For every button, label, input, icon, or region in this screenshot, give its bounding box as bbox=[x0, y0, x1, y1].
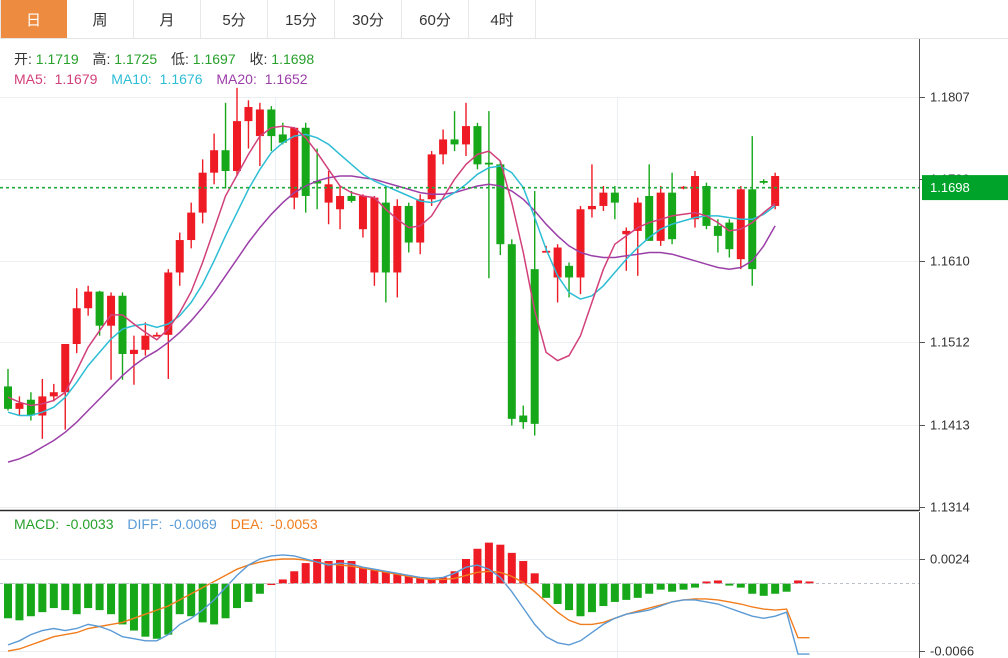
current-price-badge-label: 1.1698 bbox=[930, 180, 970, 195]
dea-label: DEA: bbox=[231, 516, 264, 532]
ma5-value: 1.1679 bbox=[55, 71, 98, 87]
period-tab-1[interactable]: 周 bbox=[67, 0, 134, 38]
macd-value: -0.0033 bbox=[66, 516, 114, 532]
price-axis-tick: 1.1512 bbox=[930, 335, 970, 350]
ma20-line bbox=[7, 175, 776, 463]
macd-axis: 0.0024 -0.0066 bbox=[919, 552, 974, 658]
diff-line bbox=[7, 554, 810, 655]
open-label: 开: bbox=[14, 51, 32, 67]
high-label: 高: bbox=[93, 51, 111, 67]
svg-text:MA5: 1.1679 MA: MA5: 1.1679 MA10: 1.1676 MA20: 1.1652 bbox=[14, 71, 308, 87]
price-vertical-gridlines bbox=[275, 97, 618, 509]
candlestick-series bbox=[4, 87, 780, 439]
dea-value: -0.0053 bbox=[270, 516, 318, 532]
diff-value: -0.0069 bbox=[169, 516, 217, 532]
diff-label: DIFF: bbox=[127, 516, 162, 532]
ma5-line bbox=[7, 125, 776, 407]
ma5-label: MA5: bbox=[14, 71, 47, 87]
price-axis-tick: 1.1807 bbox=[930, 90, 970, 105]
ma20-value: 1.1652 bbox=[265, 71, 308, 87]
tab-bar-filler bbox=[536, 0, 1008, 38]
ma10-value: 1.1676 bbox=[160, 71, 203, 87]
period-tab-4[interactable]: 15分 bbox=[268, 0, 335, 38]
svg-text:开: 1.1719 高:: 开: 1.1719 高: 1.1725 低: 1.1697 收: 1.1698 bbox=[14, 51, 314, 67]
period-tab-label: 30分 bbox=[352, 11, 384, 29]
period-tab-label: 60分 bbox=[419, 11, 451, 29]
period-tab-2[interactable]: 月 bbox=[134, 0, 201, 38]
low-label: 低: bbox=[171, 51, 189, 67]
period-tab-label: 周 bbox=[92, 11, 108, 29]
period-tab-label: 月 bbox=[159, 11, 175, 29]
low-value: 1.1697 bbox=[193, 51, 236, 67]
period-tab-0[interactable]: 日 bbox=[0, 0, 67, 38]
current-price-badge: 1.1698 bbox=[922, 175, 1008, 201]
macd-gridlines bbox=[0, 559, 919, 652]
ohlc-legend: 开: 1.1719 高: 1.1725 低: 1.1697 收: 1.1698 bbox=[14, 51, 314, 67]
period-tab-3[interactable]: 5分 bbox=[201, 0, 268, 38]
macd-axis-tick: -0.0066 bbox=[930, 644, 974, 658]
macd-axis-tick: 0.0024 bbox=[930, 552, 970, 567]
period-tab-7[interactable]: 4时 bbox=[469, 0, 536, 38]
period-tab-6[interactable]: 60分 bbox=[402, 0, 469, 38]
period-tab-5[interactable]: 30分 bbox=[335, 0, 402, 38]
period-tab-bar: 日 周 月 5分 15分 30分 60分 4时 bbox=[0, 0, 1008, 39]
period-tab-label: 5分 bbox=[222, 11, 246, 29]
close-value: 1.1698 bbox=[271, 51, 314, 67]
price-axis-tick: 1.1413 bbox=[930, 418, 970, 433]
price-axis-tick: 1.1610 bbox=[930, 254, 970, 269]
ma-legend: MA5: 1.1679 MA10: 1.1676 MA20: 1.1652 bbox=[14, 71, 308, 87]
price-gridlines bbox=[0, 97, 919, 508]
ma10-label: MA10: bbox=[111, 71, 151, 87]
period-tab-label: 日 bbox=[25, 11, 41, 29]
svg-text:MACD: -0.0033: MACD: -0.0033 DIFF: -0.0069 DEA: -0.0053 bbox=[14, 516, 318, 532]
ma20-label: MA20: bbox=[216, 71, 256, 87]
close-label: 收: bbox=[250, 51, 268, 67]
open-value: 1.1719 bbox=[36, 51, 79, 67]
period-tab-label: 4时 bbox=[490, 11, 514, 29]
price-axis-tick: 1.1314 bbox=[930, 500, 970, 515]
macd-histogram bbox=[4, 542, 814, 639]
macd-legend: MACD: -0.0033 DIFF: -0.0069 DEA: -0.0053 bbox=[14, 516, 318, 532]
macd-label: MACD: bbox=[14, 516, 59, 532]
high-value: 1.1725 bbox=[114, 51, 157, 67]
period-tab-label: 15分 bbox=[285, 11, 317, 29]
